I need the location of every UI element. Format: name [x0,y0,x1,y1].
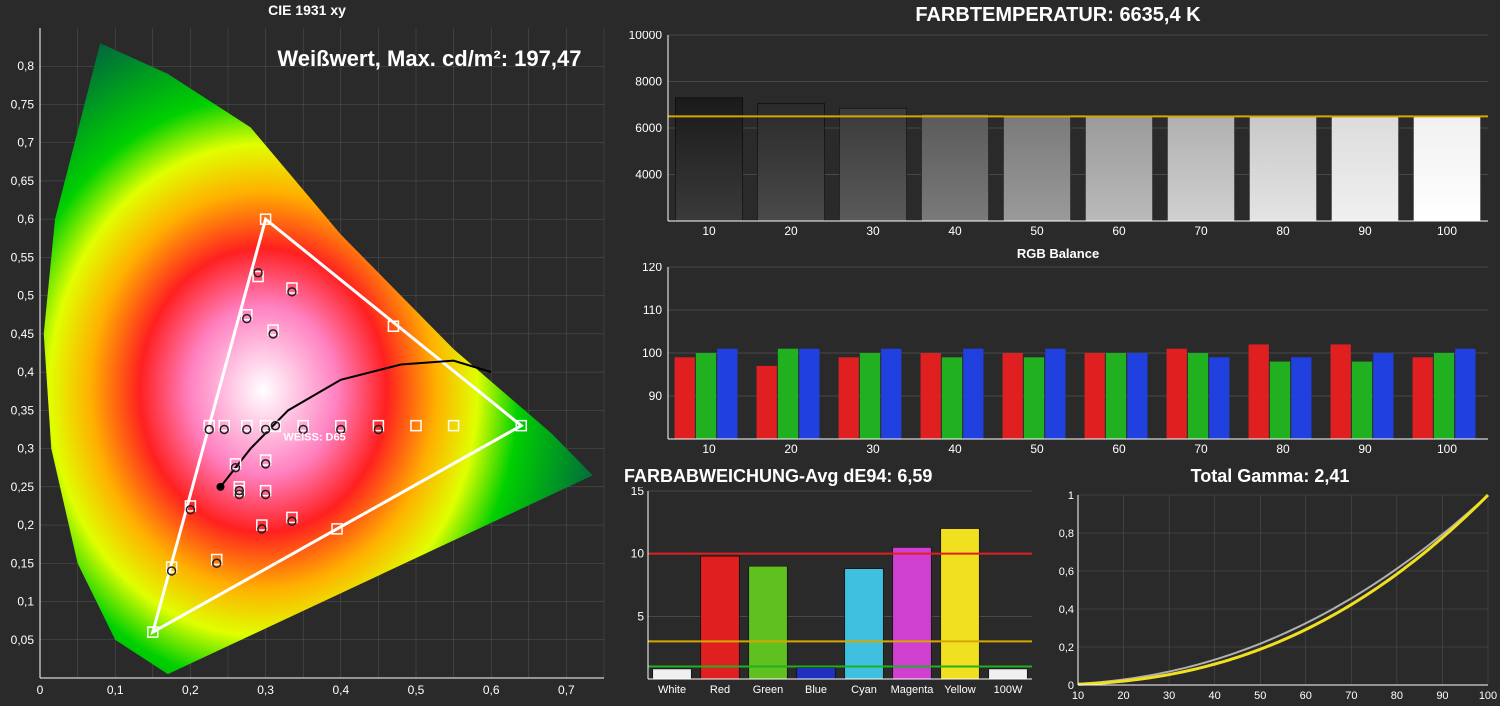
svg-text:90: 90 [1436,690,1448,702]
de94-title: FARBABWEICHUNG-Avg dE94: 6,59 [618,462,1038,487]
svg-text:60: 60 [1300,690,1312,702]
svg-text:0,1: 0,1 [17,595,34,609]
svg-text:80: 80 [1391,690,1403,702]
cie-chart: WEISS: D65 0 0,1 0,2 0,3 0,4 0,5 0,6 0,7 0,05 0,1 0… [0,18,614,706]
svg-text:0,2: 0,2 [17,518,34,532]
svg-text:90: 90 [1358,224,1372,238]
svg-text:10: 10 [631,547,645,561]
svg-text:40: 40 [948,442,962,456]
svg-text:60: 60 [1112,224,1126,238]
svg-text:90: 90 [649,389,663,403]
svg-text:100: 100 [642,346,662,360]
svg-text:20: 20 [784,442,798,456]
svg-text:0,7: 0,7 [17,136,34,150]
svg-text:Cyan: Cyan [851,684,877,696]
svg-text:WEISS: D65: WEISS: D65 [283,431,345,443]
svg-text:6000: 6000 [635,121,662,135]
de94-panel: FARBABWEICHUNG-Avg dE94: 6,59 5 10 15 White… [618,462,1038,704]
svg-text:Weißwert, Max. cd/m²: 197,47: Weißwert, Max. cd/m²: 197,47 [277,46,581,71]
de94-chart: 5 10 15 White Red Green Blue Cyan Magenta Yellow 1… [618,487,1038,701]
svg-text:20: 20 [1117,690,1129,702]
svg-text:40: 40 [948,224,962,238]
svg-text:0,3: 0,3 [17,442,34,456]
gamma-panel: Total Gamma: 2,41 1020304050607080901000… [1042,462,1498,704]
svg-text:0,4: 0,4 [17,365,34,379]
svg-text:80: 80 [1276,224,1290,238]
svg-text:0,8: 0,8 [17,59,34,73]
svg-text:0,4: 0,4 [1059,604,1074,616]
svg-text:100W: 100W [994,684,1023,696]
svg-text:1: 1 [1068,491,1074,502]
svg-text:Red: Red [710,684,730,696]
svg-text:0,2: 0,2 [182,683,199,697]
svg-text:0,6: 0,6 [483,683,500,697]
colortemp-chart: 4000 6000 8000 10000 10 20 30 40 50 60 70 80 90 100 [618,31,1498,241]
gamma-title: Total Gamma: 2,41 [1042,462,1498,491]
svg-text:70: 70 [1194,442,1208,456]
svg-text:90: 90 [1358,442,1372,456]
svg-text:40: 40 [1209,690,1221,702]
svg-text:10000: 10000 [629,31,663,42]
svg-text:50: 50 [1030,442,1044,456]
svg-text:10: 10 [702,442,716,456]
svg-text:0,25: 0,25 [11,480,35,494]
svg-text:120: 120 [642,263,662,274]
svg-text:0,3: 0,3 [257,683,274,697]
svg-text:Green: Green [753,684,784,696]
svg-text:20: 20 [784,224,798,238]
gamma-chart: 10203040506070809010000,20,40,60,81 [1042,491,1498,705]
svg-text:100: 100 [1437,442,1457,456]
svg-text:0,6: 0,6 [17,212,34,226]
svg-text:0,6: 0,6 [1059,566,1074,578]
svg-text:0,7: 0,7 [558,683,575,697]
svg-text:5: 5 [637,609,644,623]
svg-text:0,75: 0,75 [11,97,35,111]
svg-text:0,8: 0,8 [1059,528,1074,540]
svg-text:0,05: 0,05 [11,633,35,647]
svg-text:10: 10 [702,224,716,238]
svg-text:100: 100 [1437,224,1457,238]
svg-text:4000: 4000 [635,168,662,182]
cie-title: CIE 1931 xy [0,0,614,18]
svg-text:110: 110 [643,303,662,317]
svg-text:0,4: 0,4 [332,683,349,697]
colortemp-panel: FARBTEMPERATUR: 6635,4 K 4000 6000 8000 100… [618,0,1498,240]
svg-text:70: 70 [1345,690,1357,702]
svg-text:0,35: 0,35 [11,403,35,417]
svg-text:70: 70 [1194,224,1208,238]
svg-text:0,45: 0,45 [11,327,35,341]
svg-text:0,65: 0,65 [11,174,35,188]
svg-text:Yellow: Yellow [944,684,975,696]
svg-text:8000: 8000 [635,75,662,89]
svg-text:100: 100 [1479,690,1497,702]
svg-text:80: 80 [1276,442,1290,456]
svg-text:0,1: 0,1 [107,683,124,697]
svg-text:0,2: 0,2 [1059,642,1074,654]
colortemp-title: FARBTEMPERATUR: 6635,4 K [618,0,1498,31]
svg-text:30: 30 [866,224,880,238]
svg-text:60: 60 [1112,442,1126,456]
svg-text:0: 0 [1068,680,1074,692]
svg-text:50: 50 [1030,224,1044,238]
svg-text:30: 30 [1163,690,1175,702]
svg-text:50: 50 [1254,690,1266,702]
svg-text:White: White [658,684,686,696]
cie-panel: CIE 1931 xy WEISS: D65 0 0,1 0,2 0,3 0,4 0,5 0,… [0,0,614,706]
svg-text:15: 15 [631,487,645,498]
svg-text:0: 0 [37,683,44,697]
rgb-title: RGB Balance [618,244,1498,263]
rgb-chart: 90 100 110 120 10 20 30 40 50 60 70 80 90 100 [618,263,1498,459]
rgb-panel: RGB Balance 9010011012010203040506070809… [618,244,1498,460]
svg-text:0,55: 0,55 [11,250,35,264]
svg-text:Magenta: Magenta [891,684,935,696]
svg-text:Blue: Blue [805,684,827,696]
svg-text:30: 30 [866,442,880,456]
svg-text:0,5: 0,5 [17,289,34,303]
svg-text:0,15: 0,15 [11,556,35,570]
svg-text:0,5: 0,5 [408,683,425,697]
